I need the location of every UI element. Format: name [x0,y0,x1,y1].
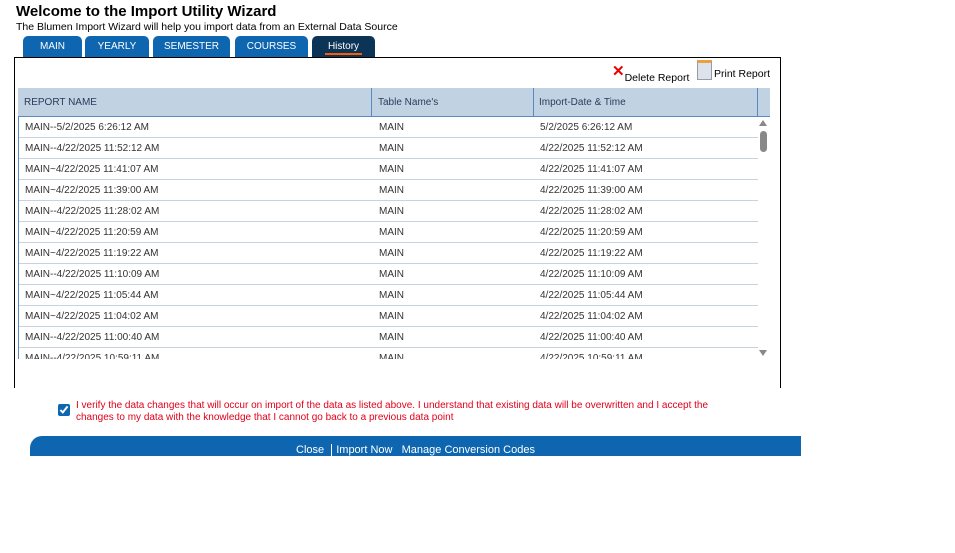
close-button[interactable]: Close [296,444,325,456]
table-name-cell: MAIN [379,206,404,217]
report-name-cell: MAIN~4/22/2025 11:05:44 AM [25,290,159,301]
table-name-cell: MAIN [379,143,404,154]
tab-history[interactable]: History [312,36,375,57]
table-row[interactable]: MAIN--4/22/2025 11:28:02 AM MAIN 4/22/2025… [19,201,758,222]
import-date-cell: 4/22/2025 11:20:59 AM [540,227,643,238]
table-row[interactable]: MAIN~4/22/2025 11:39:00 AM MAIN 4/22/2025 … [19,180,758,201]
delete-report-label: Delete Report [624,72,690,84]
report-name-cell: MAIN--4/22/2025 11:00:40 AM [25,332,160,343]
divider [331,444,333,456]
tab-history-label: History [324,41,363,55]
print-report-button[interactable]: Print Report [697,60,771,80]
report-icon [697,60,712,80]
table-name-cell: MAIN [379,227,404,238]
import-date-cell: 4/22/2025 11:10:09 AM [540,269,643,280]
report-name-cell: MAIN~4/22/2025 11:41:07 AM [25,164,159,175]
report-name-cell: MAIN--4/22/2025 11:10:09 AM [25,269,160,280]
manage-conversion-codes-button[interactable]: Manage Conversion Codes [401,444,535,456]
import-date-cell: 4/22/2025 11:39:00 AM [540,185,643,196]
table-name-cell: MAIN [379,185,404,196]
table-row[interactable]: MAIN--4/22/2025 11:10:09 AM MAIN 4/22/2025… [19,264,758,285]
page-subtitle: The Blumen Import Wizard will help you i… [16,21,398,33]
import-date-cell: 4/22/2025 11:52:12 AM [540,143,643,154]
report-name-cell: MAIN--5/2/2025 6:26:12 AM [25,122,149,133]
import-date-cell: 4/22/2025 11:41:07 AM [540,164,643,175]
verify-section: I verify the data changes that will occu… [58,400,720,424]
report-name-cell: MAIN--4/22/2025 10:59:11 AM [25,353,160,359]
import-date-cell: 4/22/2025 11:28:02 AM [540,206,643,217]
table-row[interactable]: MAIN~4/22/2025 11:20:59 AM MAIN 4/22/2025 … [19,222,758,243]
import-date-cell: 4/22/2025 11:00:40 AM [540,332,643,343]
table-row[interactable]: MAIN~4/22/2025 11:05:44 AM MAIN 4/22/2025 … [19,285,758,306]
table-header: REPORT NAME Table Name's Import-Date & T… [18,88,770,117]
tab-courses[interactable]: COURSES [235,36,308,57]
red-x-icon: ✕ [612,63,625,80]
table-name-cell: MAIN [379,311,404,322]
verify-checkbox[interactable] [58,404,70,416]
footer-action-bar: Close Import Now Manage Conversion Codes [30,436,801,456]
report-name-cell: MAIN~4/22/2025 11:20:59 AM [25,227,159,238]
import-date-cell: 4/22/2025 10:59:11 AM [540,353,643,359]
report-name-cell: MAIN~4/22/2025 11:39:00 AM [25,185,159,196]
table-row[interactable]: MAIN--4/22/2025 10:59:11 AM MAIN 4/22/2025… [19,348,758,359]
verify-text: I verify the data changes that will occu… [76,400,709,423]
table-name-cell: MAIN [379,290,404,301]
column-import-date[interactable]: Import-Date & Time [539,97,626,108]
tab-semester[interactable]: SEMESTER [153,36,230,57]
report-name-cell: MAIN~4/22/2025 11:19:22 AM [25,248,159,259]
column-report-name[interactable]: REPORT NAME [24,97,97,108]
report-name-cell: MAIN~4/22/2025 11:04:02 AM [25,311,159,322]
history-panel [14,57,781,388]
table-row[interactable]: MAIN~4/22/2025 11:41:07 AM MAIN 4/22/2025 … [19,159,758,180]
table-row[interactable]: MAIN--5/2/2025 6:26:12 AM MAIN 5/2/2025 6:… [19,117,758,138]
scroll-down-icon[interactable] [759,350,767,356]
import-date-cell: 5/2/2025 6:26:12 AM [540,122,633,133]
print-report-label: Print Report [714,68,771,80]
table-row[interactable]: MAIN--4/22/2025 11:00:40 AM MAIN 4/22/2025… [19,327,758,348]
table-name-cell: MAIN [379,248,404,259]
scrollbar[interactable] [757,117,770,359]
report-name-cell: MAIN--4/22/2025 11:28:02 AM [25,206,160,217]
import-date-cell: 4/22/2025 11:05:44 AM [540,290,643,301]
scroll-up-icon[interactable] [759,120,767,126]
table-row[interactable]: MAIN--4/22/2025 11:52:12 AM MAIN 4/22/2025… [19,138,758,159]
table-name-cell: MAIN [379,269,404,280]
tab-main[interactable]: MAIN [23,36,82,57]
table-row[interactable]: MAIN~4/22/2025 11:19:22 AM MAIN 4/22/2025 … [19,243,758,264]
import-date-cell: 4/22/2025 11:19:22 AM [540,248,643,259]
import-date-cell: 4/22/2025 11:04:02 AM [540,311,643,322]
table-name-cell: MAIN [379,164,404,175]
table-name-cell: MAIN [379,332,404,343]
scroll-thumb[interactable] [760,131,767,152]
table-name-cell: MAIN [379,122,404,133]
import-now-button[interactable]: Import Now [336,444,393,456]
table-row[interactable]: MAIN~4/22/2025 11:04:02 AM MAIN 4/22/2025 … [19,306,758,327]
tab-yearly[interactable]: YEARLY [85,36,149,57]
delete-report-button[interactable]: ✕Delete Report [612,63,690,84]
table-name-cell: MAIN [379,353,404,359]
report-name-cell: MAIN--4/22/2025 11:52:12 AM [25,143,160,154]
table-body: MAIN--5/2/2025 6:26:12 AM MAIN 5/2/2025 6:… [18,117,758,359]
page-title: Welcome to the Import Utility Wizard [16,3,277,20]
column-table-name[interactable]: Table Name's [378,97,439,108]
